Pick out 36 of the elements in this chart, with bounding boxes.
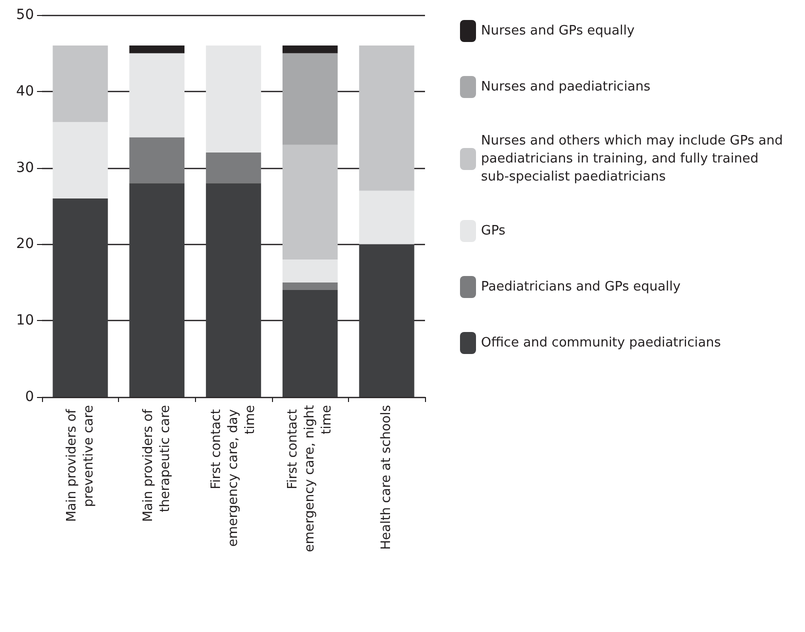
x-tick-label: First contact emergency care, day time — [209, 405, 258, 547]
legend-label: Paediatricians and GPs equally — [481, 280, 681, 294]
x-tick-label: First contact emergency care, night time — [286, 405, 335, 552]
bar — [206, 183, 262, 397]
y-tick-label: 40 — [16, 83, 34, 100]
bar — [282, 46, 338, 54]
bar — [206, 152, 262, 184]
bar — [282, 259, 338, 282]
legend-label: Nurses and paediatricians — [481, 80, 651, 94]
bar — [52, 198, 108, 397]
bar — [359, 190, 414, 244]
bar — [129, 183, 184, 397]
bar — [282, 53, 338, 145]
bar — [206, 46, 262, 153]
y-tick-label: 30 — [16, 160, 34, 176]
legend-label: Office and community paediatricians — [481, 336, 722, 350]
legend-label: Nurses and GPs equally — [481, 24, 635, 38]
y-tick-label: 10 — [16, 312, 34, 329]
y-tick-label: 50 — [16, 7, 34, 23]
bar — [359, 244, 414, 397]
bar — [282, 144, 338, 260]
bar — [282, 290, 338, 397]
bar — [52, 46, 108, 122]
bar — [359, 46, 414, 191]
bar — [282, 282, 338, 290]
x-tick-label: Main providers of therapeutic care — [140, 405, 173, 522]
y-tick-label: 20 — [16, 236, 34, 252]
bar — [129, 46, 184, 54]
bar — [52, 122, 108, 198]
y-tick-label: 0 — [25, 389, 34, 405]
bar — [129, 53, 184, 138]
legend-label: Nurses and others which may include GPs and paediatricians in training, and fully trained sub-specialist paediatricians — [481, 134, 787, 184]
legend-label: GPs — [481, 224, 506, 238]
x-tick-label: Health care at schools — [379, 404, 394, 550]
x-tick-label: Main providers of preventive care — [64, 405, 96, 522]
bar — [129, 137, 184, 184]
